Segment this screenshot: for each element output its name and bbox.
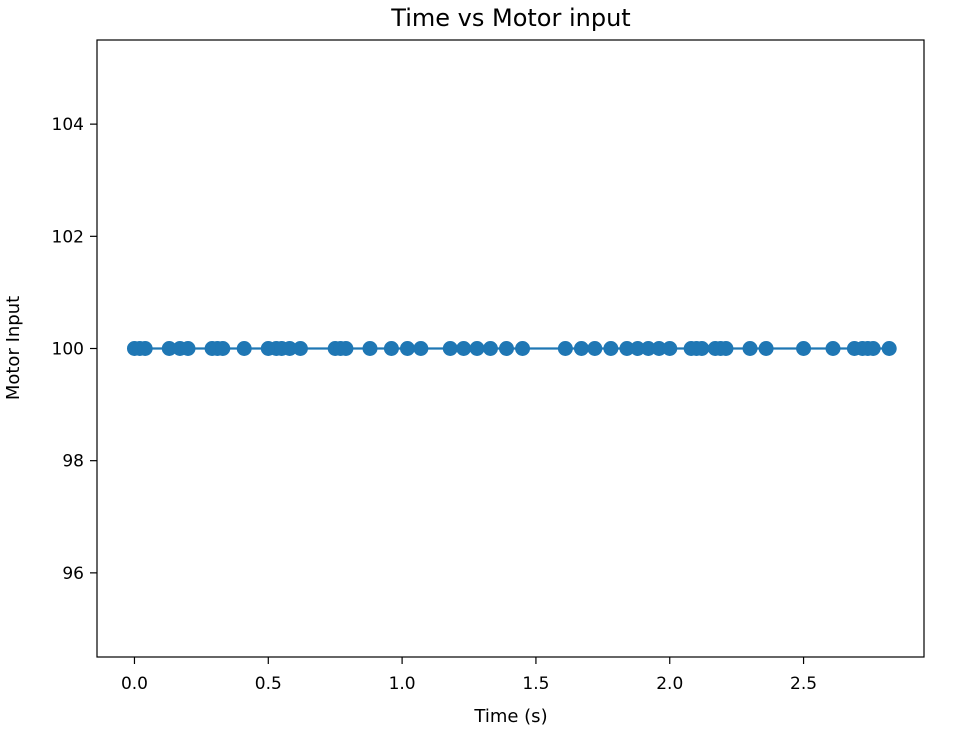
data-point xyxy=(825,341,841,356)
data-point xyxy=(469,341,485,356)
data-point xyxy=(881,341,897,356)
data-point xyxy=(694,341,710,356)
x-tick-label: 1.5 xyxy=(522,674,549,694)
data-point xyxy=(865,341,881,356)
y-tick-label: 100 xyxy=(52,340,84,360)
data-point xyxy=(137,341,153,356)
data-point xyxy=(383,341,399,356)
x-axis: 0.0 0.5 1.0 1.5 2.0 2.5 xyxy=(121,657,817,694)
data-point xyxy=(718,341,734,356)
chart-title: Time vs Motor input xyxy=(390,4,630,32)
data-point xyxy=(651,341,667,356)
x-tick-label: 2.0 xyxy=(656,674,683,694)
data-point xyxy=(161,341,177,356)
series-layer xyxy=(126,341,897,356)
data-point xyxy=(413,341,429,356)
data-point xyxy=(557,341,573,356)
data-point xyxy=(758,341,774,356)
data-point xyxy=(587,341,603,356)
data-point xyxy=(630,341,646,356)
data-point xyxy=(456,341,472,356)
y-axis-label: Motor Input xyxy=(3,296,24,400)
data-point xyxy=(796,341,812,356)
data-point xyxy=(619,341,635,356)
data-point xyxy=(603,341,619,356)
x-tick-label: 0.0 xyxy=(121,674,148,694)
x-tick-label: 0.5 xyxy=(255,674,282,694)
data-point xyxy=(180,341,196,356)
data-point xyxy=(292,341,308,356)
data-point xyxy=(399,341,415,356)
y-axis: 96 98 100 102 104 xyxy=(52,115,97,584)
data-point xyxy=(442,341,458,356)
data-point xyxy=(338,341,354,356)
y-tick-label: 98 xyxy=(62,452,84,472)
data-point xyxy=(498,341,514,356)
data-point xyxy=(215,341,231,356)
x-axis-label: Time (s) xyxy=(473,706,547,727)
y-tick-label: 96 xyxy=(62,564,84,584)
data-point xyxy=(362,341,378,356)
data-point xyxy=(662,341,678,356)
y-tick-label: 104 xyxy=(52,115,84,135)
data-point xyxy=(573,341,589,356)
y-tick-label: 102 xyxy=(52,227,84,247)
data-point xyxy=(742,341,758,356)
data-point xyxy=(640,341,656,356)
data-point xyxy=(282,341,298,356)
x-tick-label: 1.0 xyxy=(389,674,416,694)
data-point xyxy=(515,341,531,356)
data-point xyxy=(236,341,252,356)
data-point xyxy=(482,341,498,356)
x-tick-label: 2.5 xyxy=(790,674,817,694)
